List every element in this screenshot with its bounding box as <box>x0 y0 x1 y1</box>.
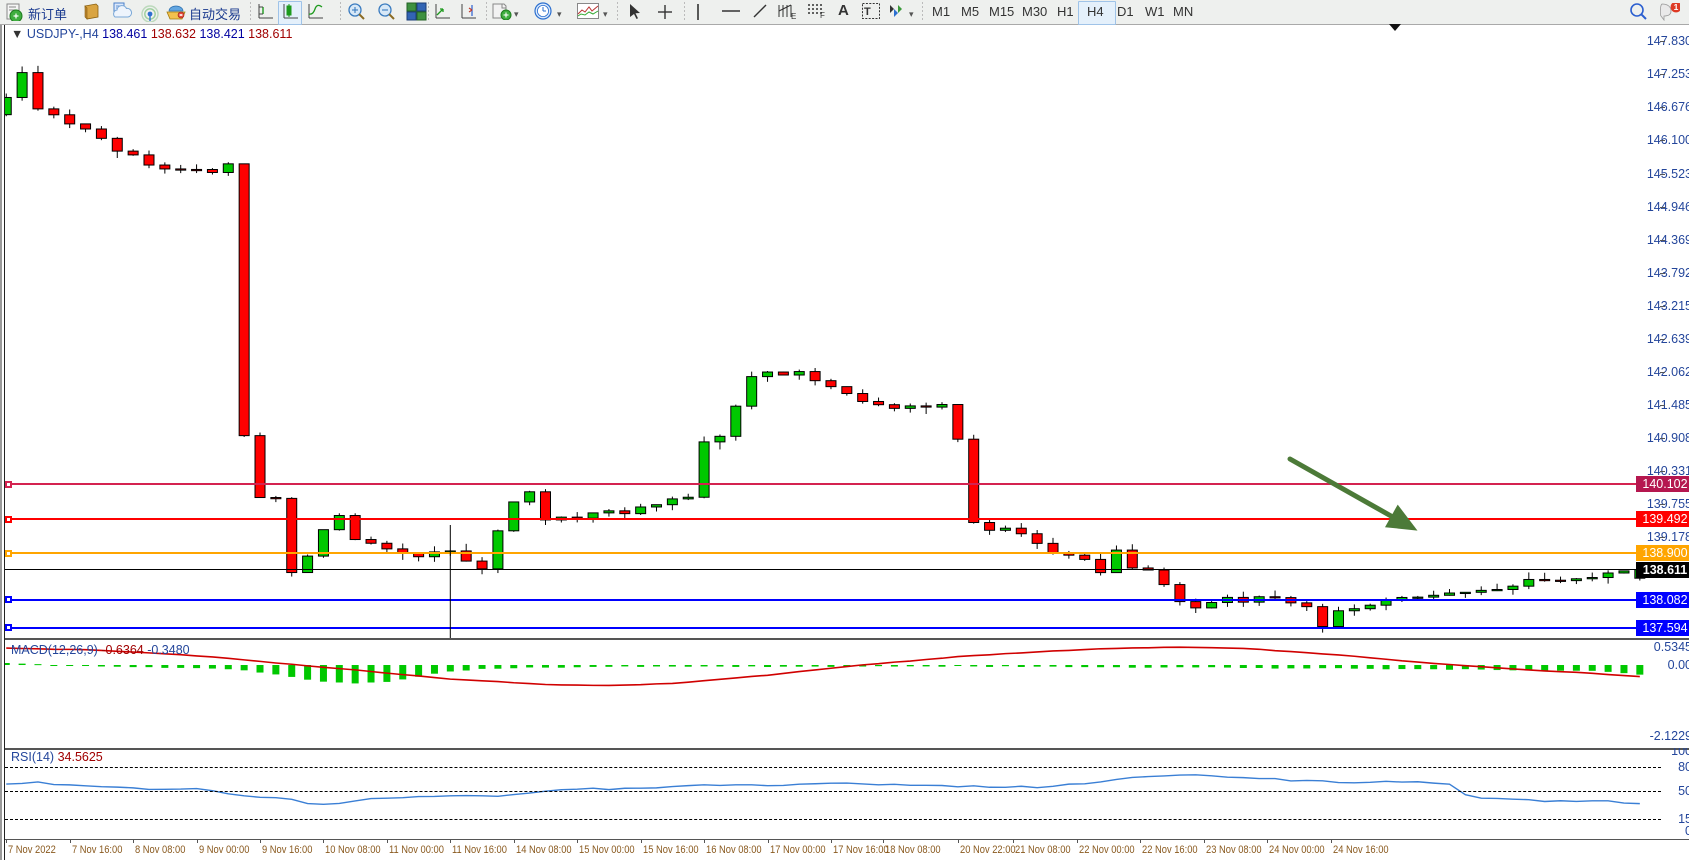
svg-text:1: 1 <box>1674 3 1679 12</box>
svg-text:E: E <box>791 12 796 19</box>
svg-text:F: F <box>820 11 825 18</box>
svg-text:T: T <box>864 6 871 18</box>
